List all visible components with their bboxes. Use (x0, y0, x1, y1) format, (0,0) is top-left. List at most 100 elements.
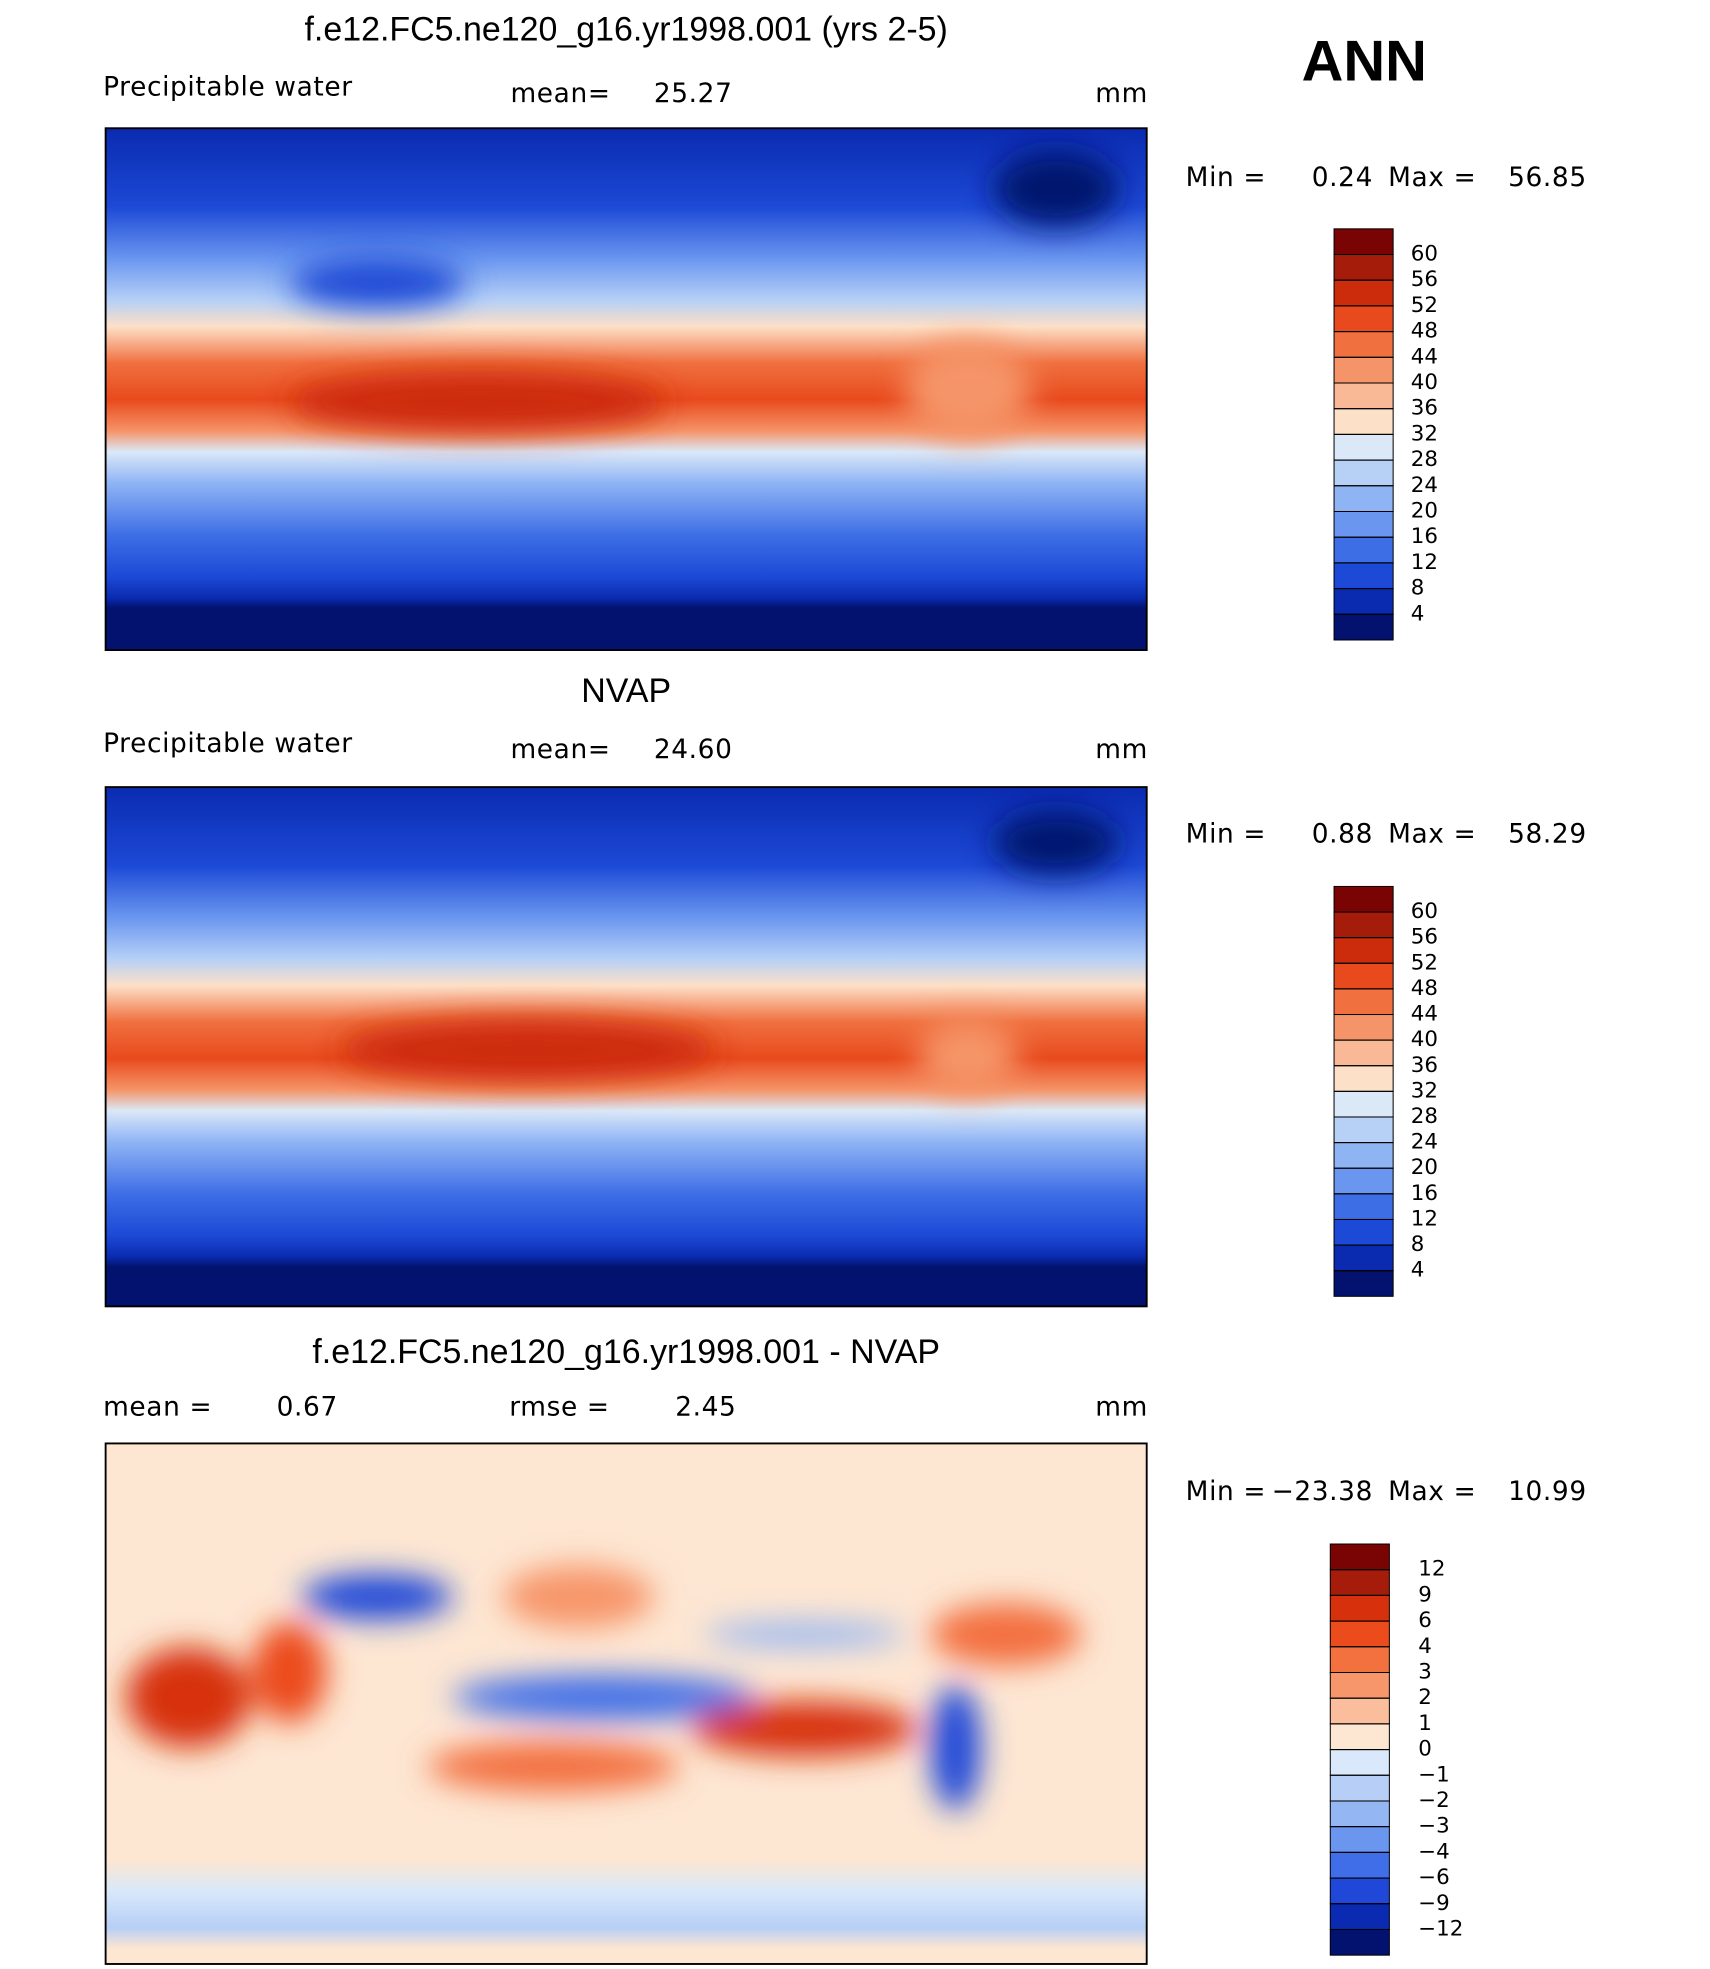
colorbar-box (1333, 1270, 1394, 1297)
map-frame (104, 1442, 1148, 1965)
colorbar-box (1329, 1928, 1390, 1956)
colorbar-label: 48 (1411, 319, 1438, 344)
rmse-value: 2.45 (675, 1392, 736, 1423)
colorbar-label: 8 (1411, 1232, 1425, 1257)
colorbar-box (1333, 356, 1394, 384)
colorbar-box (1333, 962, 1394, 990)
colorbar-box (1333, 1039, 1394, 1067)
colorbar-label: 8 (1411, 576, 1425, 601)
colorbar-label: −12 (1418, 1916, 1463, 1941)
colorbar-label: 44 (1411, 1002, 1438, 1027)
colorbar-box (1333, 536, 1394, 564)
colorbar-box (1333, 562, 1394, 590)
colorbar-box (1329, 1877, 1390, 1905)
colorbar-label: 56 (1411, 925, 1438, 950)
colorbar-box (1333, 305, 1394, 333)
colorbar-box (1333, 1193, 1394, 1220)
colorbar-box (1333, 1116, 1394, 1144)
colorbar-label: 32 (1411, 1078, 1438, 1103)
mean-value: 0.67 (277, 1392, 338, 1423)
colorbar-box (1333, 1065, 1394, 1092)
colorbar-box (1333, 228, 1394, 256)
colorbar-label: 16 (1411, 524, 1438, 549)
colorbar-label: 60 (1411, 899, 1438, 924)
colorbar-box (1333, 254, 1394, 281)
colorbar-box (1333, 1167, 1394, 1195)
colorbar-label: 1 (1418, 1711, 1432, 1736)
colorbar-label: −4 (1418, 1839, 1450, 1864)
colorbar-label: 52 (1411, 293, 1438, 318)
colorbar-label: 24 (1411, 1130, 1438, 1155)
colorbar-box (1333, 1142, 1394, 1169)
panel-title: f.e12.FC5.ne120_g16.yr1998.001 - NVAP (312, 1333, 940, 1371)
colorbar-box (1329, 1697, 1390, 1725)
colorbar-label: 44 (1411, 344, 1438, 369)
colorbar-label: 40 (1411, 370, 1438, 395)
colorbar-box (1333, 988, 1394, 1016)
colorbar-box (1333, 279, 1394, 307)
colorbar-box (1329, 1594, 1390, 1622)
min-value: 0.24 (1312, 162, 1373, 193)
colorbar-label: 3 (1418, 1660, 1432, 1685)
colorbar-box (1329, 1903, 1390, 1930)
min-value: 0.88 (1312, 818, 1373, 849)
colorbar-box (1329, 1851, 1390, 1879)
max-label: Max = (1388, 1476, 1476, 1507)
colorbar-label: 12 (1411, 1206, 1438, 1231)
colorbar-box (1329, 1671, 1390, 1699)
colorbar-box (1329, 1620, 1390, 1648)
colorbar-box (1333, 1218, 1394, 1246)
mean-label: mean= (510, 78, 610, 109)
colorbar-box (1333, 937, 1394, 964)
colorbar-label: 6 (1418, 1608, 1432, 1633)
colorbar-label: 56 (1411, 267, 1438, 292)
colorbar-box (1333, 588, 1394, 615)
colorbar-box (1333, 459, 1394, 487)
map (105, 1443, 1147, 1964)
rmse-label: rmse = (509, 1392, 609, 1423)
mean-label: mean= (510, 734, 610, 765)
colorbar-box (1333, 511, 1394, 538)
colorbar-box (1333, 331, 1394, 358)
colorbar-label: 60 (1411, 242, 1438, 267)
max-value: 10.99 (1508, 1476, 1587, 1507)
colorbar-label: 48 (1411, 976, 1438, 1001)
panel-title: f.e12.FC5.ne120_g16.yr1998.001 (yrs 2-5) (304, 10, 947, 48)
map (105, 787, 1147, 1307)
max-label: Max = (1388, 162, 1476, 193)
min-label: Min = (1186, 162, 1266, 193)
colorbar-label: −6 (1418, 1865, 1450, 1890)
colorbar-label: 40 (1411, 1027, 1438, 1052)
colorbar-box (1329, 1826, 1390, 1853)
colorbar-label: 16 (1411, 1181, 1438, 1206)
colorbar-box (1329, 1569, 1390, 1596)
max-value: 58.29 (1508, 818, 1587, 849)
colorbar-label: 4 (1411, 1258, 1425, 1283)
min-value: −23.38 (1272, 1476, 1373, 1507)
colorbar-label: 20 (1411, 499, 1438, 524)
colorbar-label: 36 (1411, 396, 1438, 421)
map (105, 128, 1147, 651)
panel-title: NVAP (581, 672, 671, 710)
colorbar-box (1333, 1244, 1394, 1272)
colorbar-label: 2 (1418, 1685, 1432, 1710)
colorbar-box (1333, 1090, 1394, 1118)
colorbar-label: 0 (1418, 1737, 1432, 1762)
colorbar-label: −3 (1418, 1814, 1450, 1839)
colorbar-box (1329, 1543, 1390, 1571)
colorbar-label: 4 (1411, 601, 1425, 626)
colorbar-label: −9 (1418, 1891, 1450, 1916)
colorbar-label: 52 (1411, 950, 1438, 975)
max-value: 56.85 (1508, 162, 1587, 193)
colorbar-label: 12 (1411, 550, 1438, 575)
colorbar-label: 32 (1411, 421, 1438, 446)
colorbar-box (1333, 613, 1394, 641)
max-label: Max = (1388, 818, 1476, 849)
mean-value: 24.60 (654, 734, 733, 765)
colorbar-label: 20 (1411, 1155, 1438, 1180)
colorbar-label: 9 (1418, 1582, 1432, 1607)
colorbar-label: 4 (1418, 1634, 1432, 1659)
season: ANN (1302, 30, 1427, 94)
colorbar-label: −1 (1418, 1762, 1450, 1787)
